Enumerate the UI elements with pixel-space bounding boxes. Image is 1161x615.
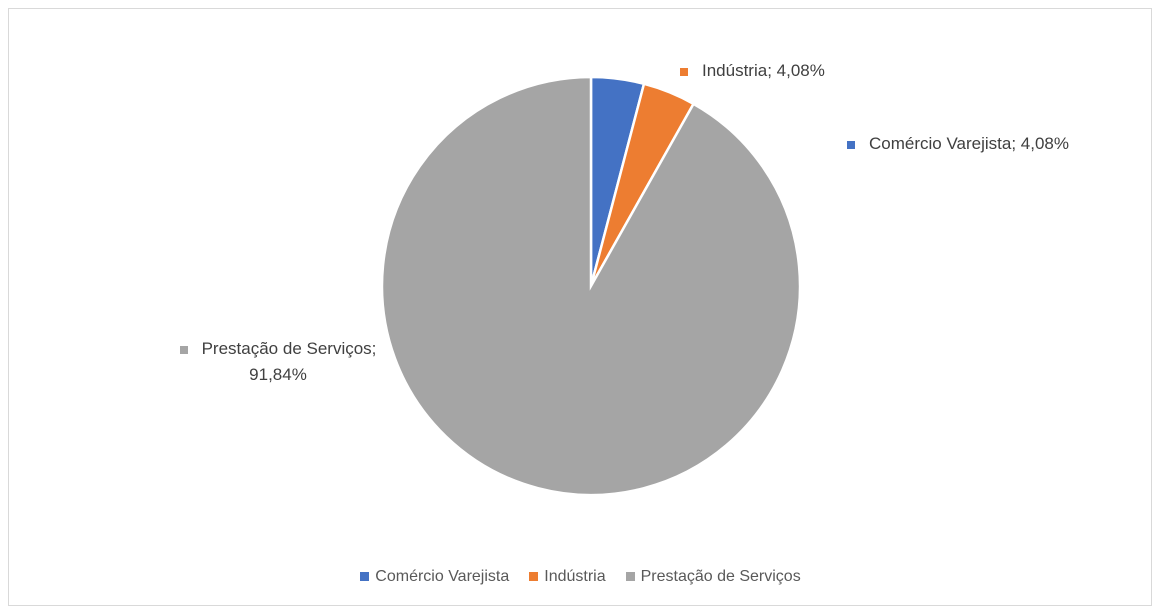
data-label: Indústria; 4,08% [680,58,880,84]
label-marker [680,67,688,76]
legend-swatch [360,572,370,582]
legend-item: Indústria [529,568,606,586]
legend: Comércio Varejista Indústria Prestação de … [0,568,1161,586]
label-text: Indústria; 4,08% [702,61,825,80]
data-label: Comércio Varejista; 4,08% [838,131,1078,157]
label-text: Prestação de Serviços; 91,84% [201,339,377,384]
legend-item: Comércio Varejista [360,568,509,586]
chart-frame [8,8,1152,606]
legend-label: Indústria [544,568,606,585]
legend-label: Prestação de Serviços [640,568,801,585]
legend-swatch [625,572,635,582]
legend-swatch [529,572,539,582]
legend-item: Prestação de Serviços [625,568,801,586]
legend-label: Comércio Varejista [375,568,510,585]
pie-slice [380,75,802,497]
label-text: Comércio Varejista; 4,08% [869,134,1069,153]
label-marker [179,345,188,354]
data-label: Prestação de Serviços; 91,84% [178,336,378,388]
label-marker [847,140,855,149]
